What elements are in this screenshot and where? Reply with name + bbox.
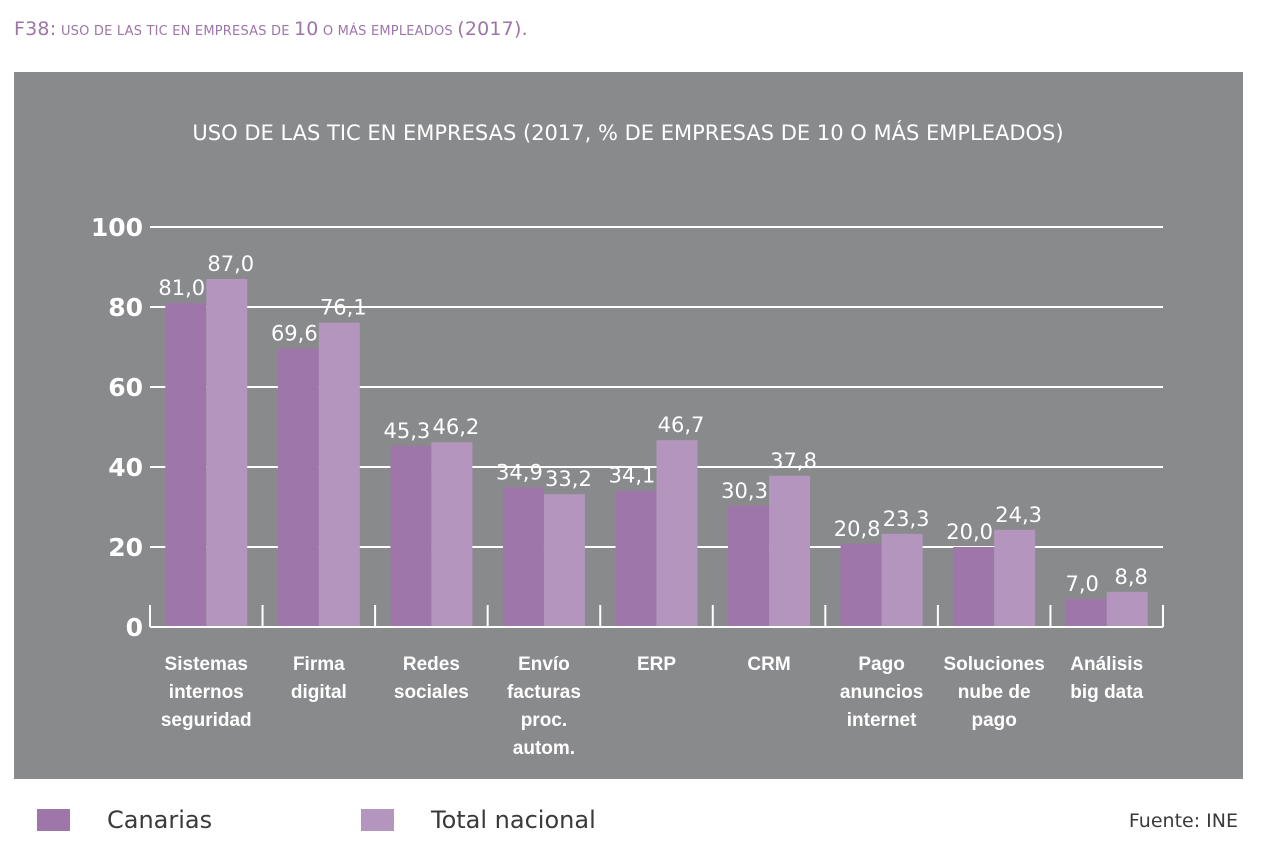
figure-caption-year: (2017). xyxy=(457,18,528,40)
legend-item-canarias: Canarias xyxy=(37,806,212,834)
bar-canarias xyxy=(390,445,432,627)
bar-total-nacional xyxy=(543,494,585,627)
bar-total-nacional xyxy=(994,529,1036,627)
data-label: 37,8 xyxy=(770,449,817,473)
bar-canarias xyxy=(502,487,544,627)
data-label: 87,0 xyxy=(207,252,254,276)
y-tick-label: 60 xyxy=(108,373,143,402)
x-tick-label: Soluciones nube de pago xyxy=(943,654,1044,731)
x-tick-label: Redes sociales xyxy=(394,654,469,703)
data-label: 69,6 xyxy=(271,322,318,346)
figure-caption-number: 10 xyxy=(293,18,319,40)
y-tick-label: 80 xyxy=(108,293,143,322)
data-label: 8,8 xyxy=(1115,565,1148,589)
data-label: 46,7 xyxy=(658,413,705,437)
x-tick-label: Envío facturas proc. autom. xyxy=(507,654,581,759)
y-axis-ticks: 0 20 40 60 80 100 xyxy=(91,213,143,642)
data-label: 34,1 xyxy=(609,464,656,488)
data-label: 7,0 xyxy=(1066,572,1099,596)
data-label: 46,2 xyxy=(433,415,480,439)
bar-total-nacional xyxy=(656,440,698,627)
x-tick-label: Firma digital xyxy=(291,654,347,703)
bar-canarias xyxy=(1065,599,1107,627)
legend-item-total-nacional: Total nacional xyxy=(361,806,596,834)
bar-canarias xyxy=(840,543,882,627)
bars xyxy=(165,279,1148,627)
legend-label-canarias: Canarias xyxy=(107,806,213,834)
bar-canarias xyxy=(728,505,770,627)
bar-total-nacional xyxy=(881,533,923,627)
bar-canarias xyxy=(953,547,995,627)
bar-total-nacional xyxy=(1106,591,1148,627)
figure-caption-text-1: uso de las tic en empresas de xyxy=(60,24,294,39)
bar-total-nacional xyxy=(206,279,248,627)
x-axis xyxy=(149,605,1164,628)
x-tick-label: ERP xyxy=(637,654,676,675)
y-tick-label: 20 xyxy=(108,533,143,562)
data-label: 23,3 xyxy=(883,507,930,531)
bar-total-nacional xyxy=(318,322,360,627)
bar-canarias xyxy=(615,490,657,627)
data-labels: 81,087,0 69,676,1 45,3 46,2 34,9 33,2 34,1 46,7… xyxy=(158,252,1148,596)
figure-caption-text-2: o más empleados xyxy=(318,24,458,39)
x-tick-label: CRM xyxy=(747,654,790,675)
bar-total-nacional xyxy=(769,475,811,627)
data-label: 76,1 xyxy=(320,296,367,320)
y-tick-label: 0 xyxy=(126,613,143,642)
legend-swatch-total-nacional xyxy=(361,809,394,831)
y-tick-label: 40 xyxy=(108,453,143,482)
x-tick-label: Sistemas internos seguridad xyxy=(161,654,252,731)
legend-swatch-canarias xyxy=(37,809,70,831)
x-tick-label: Análisis big data xyxy=(1070,654,1143,703)
data-label: 34,9 xyxy=(496,460,543,484)
y-tick-label: 100 xyxy=(91,213,143,242)
data-label: 30,3 xyxy=(721,479,768,503)
bar-canarias xyxy=(277,348,319,627)
data-label: 45,3 xyxy=(384,419,431,443)
bar-total-nacional xyxy=(431,442,473,627)
data-label: 33,2 xyxy=(545,467,592,491)
figure-caption: F38: uso de las tic en empresas de 10 o … xyxy=(14,18,528,40)
data-label: 20,0 xyxy=(946,520,993,544)
data-label: 81,0 xyxy=(158,276,205,300)
data-label: 20,8 xyxy=(834,517,881,541)
source-note: Fuente: INE xyxy=(1128,810,1238,832)
x-axis-labels: Sistemas internos seguridad Firma digital Red… xyxy=(161,654,1144,759)
x-tick-label: Pago anuncios internet xyxy=(840,654,923,731)
legend-label-total-nacional: Total nacional xyxy=(431,806,596,834)
chart-title: USO DE LAS TIC EN EMPRESAS (2017, % DE E… xyxy=(192,120,1063,145)
figure-label: F38: xyxy=(14,18,57,40)
bar-canarias xyxy=(165,303,207,627)
data-label: 24,3 xyxy=(995,503,1042,527)
